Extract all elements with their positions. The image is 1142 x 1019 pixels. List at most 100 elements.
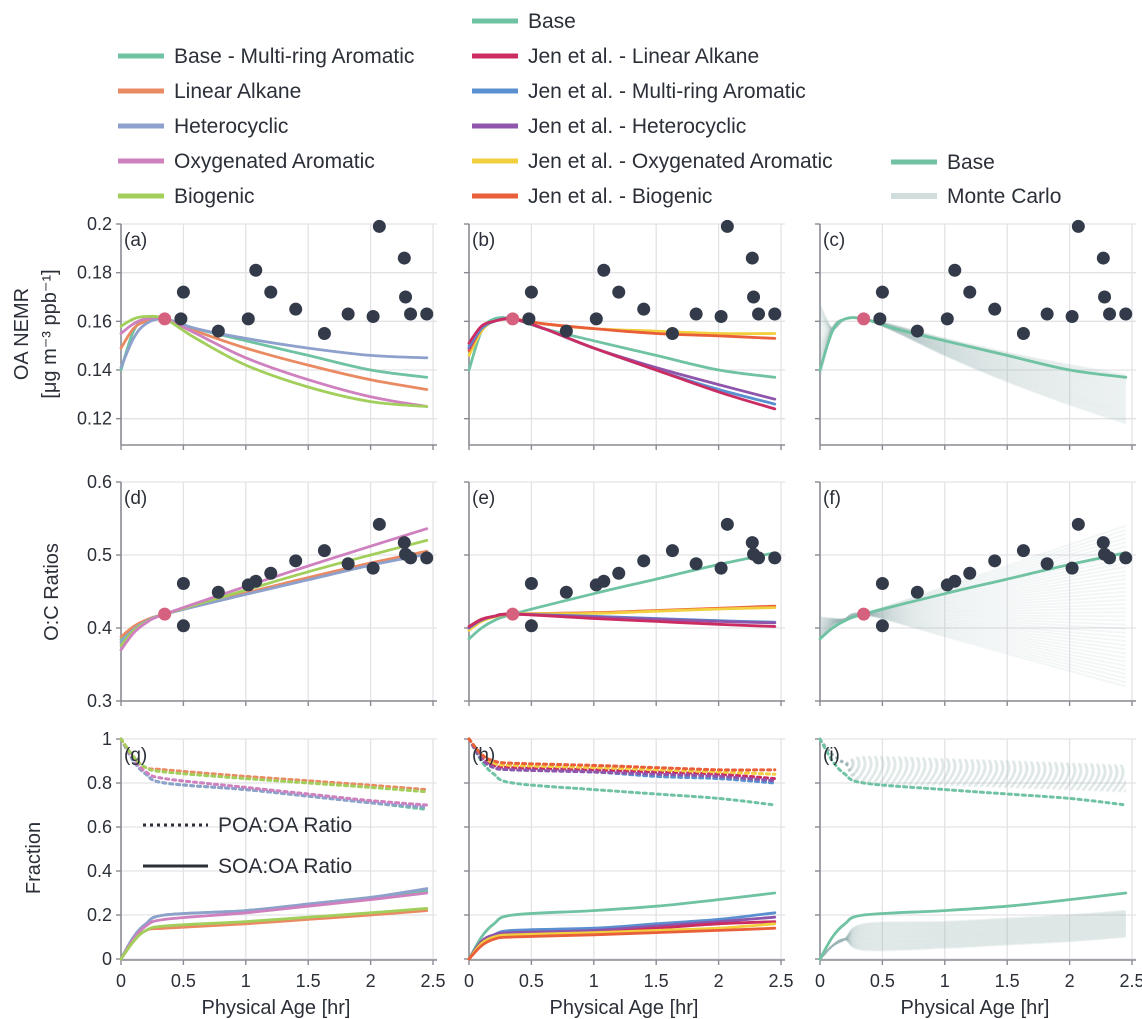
monte-carlo-line [819, 582, 1126, 626]
monte-carlo-soa-line [819, 922, 1126, 960]
observation-points [174, 219, 434, 340]
observation-point [341, 557, 355, 571]
observation-point [397, 251, 411, 265]
x-tick-label: 1.5 [296, 971, 321, 991]
monte-carlo-line [819, 613, 1126, 631]
y-tick-label: 0.5 [87, 545, 112, 565]
observation-points [522, 219, 782, 340]
observation-point [211, 324, 225, 338]
x-tick-label: 1.5 [644, 971, 669, 991]
monte-carlo-poa-line [819, 738, 1126, 774]
monte-carlo-line [819, 613, 1126, 647]
monte-carlo-soa-line [819, 930, 1126, 960]
monte-carlo-poa-line [819, 738, 1126, 786]
legend-middle-label: Base [528, 10, 576, 33]
monte-carlo-poa-line [819, 738, 1126, 777]
series-line [119, 551, 429, 642]
monte-carlo-line [819, 524, 1127, 621]
monte-carlo-line [819, 603, 1126, 629]
anchor-point [158, 312, 172, 326]
monte-carlo-soa-line [819, 934, 1126, 960]
x-tick-label: 1 [241, 971, 251, 991]
observation-point [963, 566, 977, 580]
series-line [119, 317, 429, 369]
legend-middle-label: Jen et al. - Biogenic [528, 185, 712, 208]
observation-point [637, 554, 651, 568]
monte-carlo-line [819, 574, 1126, 625]
monte-carlo-poa-line [819, 738, 1126, 774]
monte-carlo-soa-line [819, 927, 1126, 960]
monte-carlo-poa-line [819, 738, 1126, 785]
panel-label: (g) [124, 745, 147, 766]
series-line [467, 737, 777, 781]
legend-middle-label: Jen et al. - Linear Alkane [528, 45, 759, 68]
monte-carlo-poa-line [819, 738, 1126, 778]
x-tick-label: 0.5 [171, 971, 196, 991]
monte-carlo-soa-line [819, 936, 1126, 960]
x-tick-label: 2.5 [1119, 971, 1142, 991]
legend-middle-entry: Jen et al. - Multi-ring Aromatic [472, 80, 806, 103]
panel-b: (b) [464, 219, 785, 450]
observation-point [988, 302, 1002, 316]
y-axis-label-units: [μg m⁻³ ppb⁻¹] [39, 269, 61, 398]
monte-carlo-soa-line [819, 933, 1126, 960]
monte-carlo-soa-line [819, 912, 1126, 960]
monte-carlo-poa-line [819, 738, 1126, 790]
observation-point [720, 219, 734, 233]
observation-point [910, 585, 924, 599]
panels-grid: 0.12 0.14 0.16 0.18 0.2 (a) (b) (c) 0.3 0.4 0.5 0.6… [11, 214, 1142, 1019]
anchor-point [506, 607, 520, 621]
legend-left: Base - Multi-ring Aromatic Linear Alkane H… [118, 45, 414, 208]
legend-middle-entry: Jen et al. - Linear Alkane [472, 45, 759, 68]
observation-point [988, 554, 1002, 568]
monte-carlo-line [819, 613, 1126, 638]
monte-carlo-line [819, 612, 1127, 675]
monte-carlo-poa-line [819, 738, 1126, 776]
series-line [467, 737, 777, 772]
observation-point [404, 551, 418, 565]
monte-carlo-soa-line [819, 917, 1126, 960]
panel-d: 0.3 0.4 0.5 0.6 (d) [87, 472, 437, 711]
anchor-point [857, 607, 871, 621]
monte-carlo-line [819, 613, 1126, 643]
monte-carlo-soa-line [819, 919, 1126, 960]
series-line [119, 539, 429, 647]
monte-carlo-line [819, 612, 1126, 659]
observation-point [720, 517, 734, 531]
x-tick-label: 1 [589, 971, 599, 991]
monte-carlo-line [819, 578, 1126, 626]
monte-carlo-line [819, 557, 1127, 623]
monte-carlo-soa-line [819, 914, 1126, 960]
y-tick-label: 0.6 [87, 817, 112, 837]
monte-carlo-line [819, 594, 1126, 628]
legend-right-label: Base [947, 151, 995, 174]
observation-point [174, 312, 188, 326]
monte-carlo-line [819, 612, 1127, 671]
monte-carlo-soa-line [819, 928, 1126, 960]
monte-carlo-soa-line [819, 921, 1126, 960]
observation-point [1065, 309, 1079, 323]
observation-point [1071, 219, 1085, 233]
observation-point [404, 307, 418, 321]
observation-point [1016, 544, 1030, 558]
observation-points [176, 517, 434, 633]
monte-carlo-line [819, 607, 1126, 630]
observation-point [317, 544, 331, 558]
monte-carlo-soa-line [819, 913, 1126, 960]
panel-f: (f) [815, 481, 1136, 706]
x-tick-label: 2 [366, 971, 376, 991]
series-line [467, 926, 777, 961]
y-tick-label: 0.2 [87, 214, 112, 234]
fraction-legend-entry: POA:OA Ratio [143, 814, 352, 837]
monte-carlo-line [819, 612, 1126, 667]
y-tick-label: 0.3 [87, 691, 112, 711]
observation-point [597, 263, 611, 277]
observation-point [589, 312, 603, 326]
panel-e: (e) [464, 481, 785, 706]
monte-carlo-line [819, 586, 1126, 627]
x-tick-label: 1 [940, 971, 950, 991]
observation-point [341, 307, 355, 321]
legend-right-label: Monte Carlo [947, 185, 1061, 208]
observation-point [689, 307, 703, 321]
observation-point [289, 302, 303, 316]
